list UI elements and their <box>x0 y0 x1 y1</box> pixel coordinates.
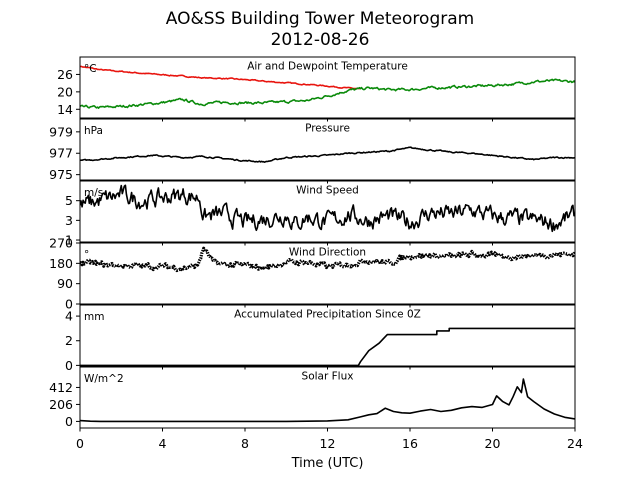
precipitation-series-0 <box>80 327 575 366</box>
wind-speed-panel: 1 3 5 Wind Speed m/s <box>65 180 576 248</box>
precipitation-ytick-label: 0 <box>65 358 73 373</box>
xtick-label: 12 <box>320 436 336 451</box>
solar-flux-ytick-label: 206 <box>49 397 73 412</box>
wind-speed-series-0 <box>80 184 575 233</box>
solar-flux-series-0 <box>80 378 575 423</box>
precipitation-ytick-label: 2 <box>65 333 73 348</box>
temperature-panel-title: Air and Dewpoint Temperature <box>247 61 408 73</box>
pressure-ytick-label: 977 <box>49 146 73 161</box>
wind-direction-ytick-label: 180 <box>49 256 73 271</box>
temperature-ytick-label: 26 <box>57 67 73 82</box>
temperature-unit-label: °C <box>84 63 97 75</box>
pressure-series-0 <box>80 146 575 163</box>
temperature-plot-area <box>80 65 575 109</box>
precipitation-unit-label: mm <box>84 311 104 323</box>
x-axis: 0 4 8 12 16 20 24 <box>76 436 583 451</box>
wind-direction-series-0 <box>80 246 575 273</box>
pressure-unit-label: hPa <box>84 125 103 137</box>
x-axis-label: Time (UTC) <box>291 456 364 471</box>
temperature-panel: 14 20 26 Air and Dewpoint Temperature °C <box>57 56 576 122</box>
solar-flux-panel: 0 206 412 Solar Flux W/m^2 <box>49 366 576 432</box>
wind-direction-ytick-label: 270 <box>49 236 73 251</box>
wind-direction-panel: 0 90 180 270 Wind Direction ° <box>49 236 576 312</box>
wind-direction-plot-area <box>80 246 575 273</box>
pressure-panel: 975 977 979 Pressure hPa <box>49 118 576 184</box>
xtick-label: 20 <box>485 436 501 451</box>
pressure-panel-title: Pressure <box>305 123 350 135</box>
wind-speed-panel-title: Wind Speed <box>296 185 359 197</box>
temperature-ytick-label: 14 <box>57 102 73 117</box>
precipitation-ytick-label: 4 <box>65 309 73 324</box>
wind-direction-ytick-label: 90 <box>57 276 73 291</box>
wind-direction-panel-title: Wind Direction <box>289 247 366 259</box>
xtick-label: 16 <box>402 436 418 451</box>
solar-flux-unit-label: W/m^2 <box>84 373 124 385</box>
wind-speed-ytick-label: 3 <box>65 213 73 228</box>
xtick-label: 4 <box>159 436 167 451</box>
precipitation-plot-area <box>80 327 575 366</box>
solar-flux-panel-title: Solar Flux <box>302 371 354 383</box>
wind-speed-plot-area <box>80 184 575 233</box>
solar-flux-ytick-label: 0 <box>65 414 73 429</box>
solar-flux-ytick-label: 412 <box>49 380 73 395</box>
wind-direction-ytick-label: 0 <box>65 297 73 312</box>
temperature-ytick-label: 20 <box>57 84 73 99</box>
wind-speed-unit-label: m/s <box>84 187 103 199</box>
pressure-ytick-label: 975 <box>49 167 73 182</box>
wind-direction-unit-label: ° <box>84 249 89 261</box>
pressure-plot-area <box>80 146 575 163</box>
xtick-label: 8 <box>241 436 249 451</box>
xtick-label: 24 <box>567 436 583 451</box>
figure-subtitle: 2012-08-26 <box>271 30 370 50</box>
precipitation-panel-title: Accumulated Precipitation Since 0Z <box>234 309 421 321</box>
temperature-series-1 <box>80 78 575 109</box>
wind-speed-ytick-label: 5 <box>65 193 73 208</box>
pressure-ytick-label: 979 <box>49 124 73 139</box>
solar-flux-plot-area <box>80 378 575 423</box>
precipitation-panel: 0 2 4 Accumulated Precipitation Since 0Z mm <box>65 304 576 373</box>
wind-speed-ytick-label: 1 <box>65 233 73 248</box>
xtick-label: 0 <box>76 436 84 451</box>
temperature-series-0 <box>80 65 361 90</box>
figure-title: AO&SS Building Tower Meteorogram <box>166 9 474 29</box>
